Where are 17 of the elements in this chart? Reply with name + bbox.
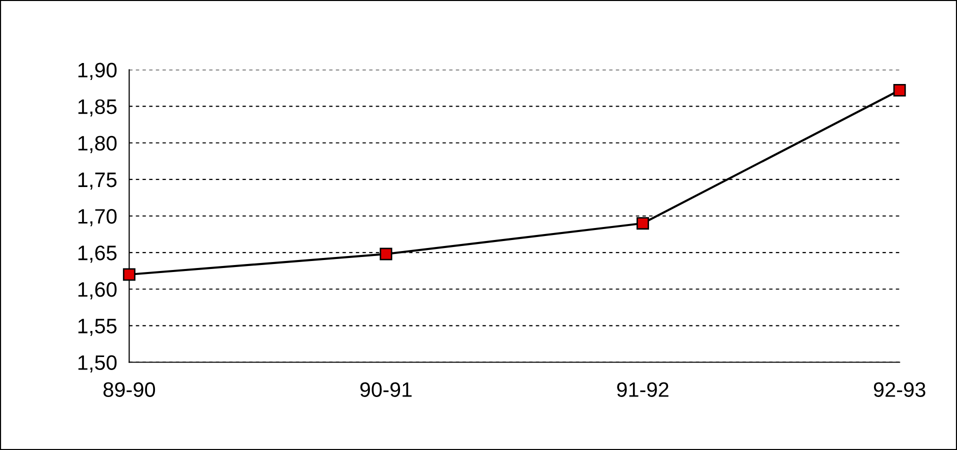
y-tick-label: 1,50	[78, 355, 117, 372]
x-tick-label: 89-90	[103, 382, 156, 397]
y-tick-label: 1,90	[78, 62, 117, 80]
point	[122, 268, 136, 281]
y-tick-label: 1,60	[78, 282, 117, 300]
x-tick-label: 92-93	[874, 382, 926, 397]
y-tick-label: 1,80	[78, 136, 117, 154]
point	[380, 248, 392, 260]
y-tick-label: 1,55	[78, 318, 117, 336]
y-tick-label: 1,85	[78, 99, 117, 117]
y-tick-label: 1,75	[78, 172, 117, 190]
x-tick-label: 91-92	[617, 382, 668, 397]
y-tick-label: 1,70	[78, 209, 117, 226]
x-tick-label: 90-91	[360, 382, 412, 397]
y-tick-label: 1,65	[78, 246, 117, 263]
point	[893, 84, 906, 96]
point	[636, 217, 650, 230]
